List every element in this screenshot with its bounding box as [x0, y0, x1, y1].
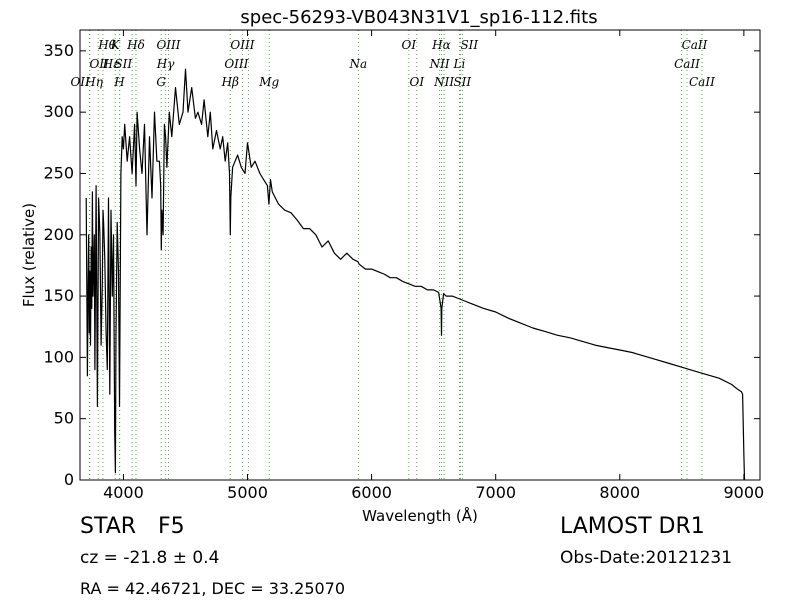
line-marker-label: NII [429, 57, 450, 71]
line-marker-label: Na [349, 57, 368, 71]
object-class: STAR F5 [80, 514, 185, 539]
y-tick-label: 0 [64, 470, 74, 489]
chart-title: spec-56293-VB043N31V1_sp16-112.fits [240, 7, 597, 28]
line-marker-label: Mg [258, 75, 279, 89]
line-marker-label: Hγ [156, 57, 175, 71]
x-axis: 4000 5000 6000 7000 8000 9000 [103, 30, 764, 502]
x-tick-label: 7000 [475, 483, 516, 502]
class-label: STAR [80, 514, 137, 539]
line-marker-label: Hδ [126, 38, 145, 52]
line-marker-label: OIII [230, 38, 254, 52]
line-marker-label: H [113, 75, 125, 89]
y-tick-label: 350 [43, 41, 74, 60]
survey-label: LAMOST DR1 [560, 514, 705, 539]
x-tick-label: 6000 [351, 483, 392, 502]
line-marker-label: Hε [102, 57, 120, 71]
line-marker-label: SII [453, 75, 471, 89]
line-marker-label: Hθ [97, 38, 116, 52]
x-tick-label: 8000 [599, 483, 640, 502]
line-marker-label: OI [402, 38, 417, 52]
y-tick-label: 50 [54, 409, 74, 428]
plot-frame [79, 29, 761, 481]
line-marker-label: OIII [224, 57, 248, 71]
line-marker-label: OII [90, 57, 110, 71]
x-axis-label: Wavelength (Å) [362, 506, 478, 525]
y-tick-label: 300 [43, 102, 74, 121]
line-marker-label: Li [453, 57, 466, 71]
line-marker-label: SII [460, 38, 478, 52]
spectrum-line [85, 68, 746, 481]
x-tick-label: 4000 [103, 483, 144, 502]
line-marker-label: Hβ [221, 75, 239, 89]
line-marker-label: CaII [674, 57, 700, 71]
line-marker-label: OIII [156, 38, 180, 52]
y-tick-label: 150 [43, 286, 74, 305]
line-marker-label: CaII [689, 75, 715, 89]
y-axis: 0 50 100 150 200 250 300 350 [43, 41, 760, 489]
y-axis-label: Flux (relative) [20, 203, 38, 307]
line-marker-label: CaII [682, 38, 708, 52]
line-marker-label: Hη [84, 75, 103, 89]
line-marker-label: OI [409, 75, 424, 89]
line-marker-label: SII [114, 57, 132, 71]
line-marker-label: G [156, 75, 166, 89]
y-tick-label: 250 [43, 163, 74, 182]
subclass-label: F5 [158, 514, 185, 539]
y-tick-label: 200 [43, 225, 74, 244]
line-marker-label: Hα [431, 38, 451, 52]
x-tick-label: 5000 [227, 483, 268, 502]
line-marker-label: NII [433, 75, 454, 89]
obs-date-label: Obs-Date:20121231 [560, 548, 733, 568]
y-tick-label: 100 [43, 347, 74, 366]
redshift-label: cz = -21.8 ± 0.4 [80, 548, 220, 568]
line-marker-label: K [110, 38, 121, 52]
series-group [85, 68, 746, 481]
coords-label: RA = 42.46721, DEC = 33.25070 [80, 579, 346, 598]
x-tick-label: 9000 [724, 483, 765, 502]
